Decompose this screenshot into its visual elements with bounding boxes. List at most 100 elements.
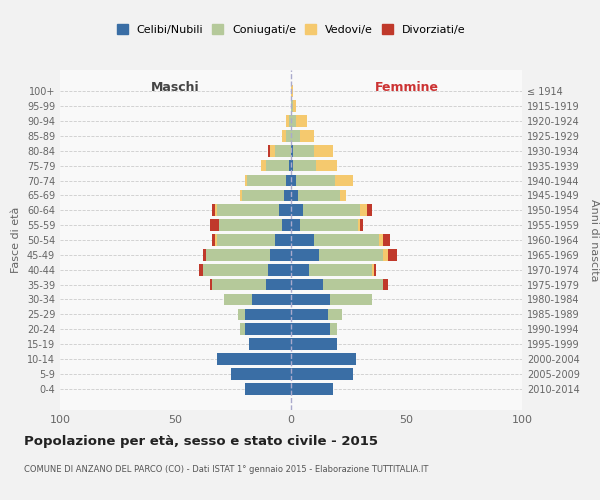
Bar bbox=[261, 160, 266, 172]
Bar bbox=[291, 100, 293, 112]
Bar bbox=[250, 338, 291, 350]
Bar bbox=[215, 234, 217, 246]
Bar bbox=[217, 204, 280, 216]
Bar bbox=[199, 264, 203, 276]
Bar bbox=[270, 145, 275, 156]
Bar bbox=[291, 338, 337, 350]
Bar bbox=[280, 204, 291, 216]
Bar bbox=[245, 308, 291, 320]
Bar bbox=[289, 160, 291, 172]
Text: COMUNE DI ANZANO DEL PARCO (CO) - Dati ISTAT 1° gennaio 2015 - Elaborazione TUTT: COMUNE DI ANZANO DEL PARCO (CO) - Dati I… bbox=[24, 465, 428, 474]
Bar bbox=[266, 279, 291, 290]
Bar bbox=[282, 220, 291, 231]
Bar bbox=[291, 368, 353, 380]
Bar bbox=[310, 264, 372, 276]
Bar bbox=[212, 234, 215, 246]
Bar bbox=[240, 324, 245, 335]
Bar bbox=[206, 249, 270, 260]
Bar bbox=[240, 190, 242, 201]
Bar bbox=[210, 220, 220, 231]
Bar bbox=[360, 204, 367, 216]
Bar bbox=[268, 145, 270, 156]
Text: Femmine: Femmine bbox=[374, 81, 439, 94]
Bar bbox=[245, 383, 291, 394]
Bar bbox=[383, 234, 391, 246]
Bar bbox=[323, 279, 383, 290]
Bar bbox=[238, 308, 245, 320]
Bar bbox=[291, 353, 356, 365]
Bar bbox=[314, 145, 332, 156]
Bar bbox=[372, 264, 374, 276]
Bar bbox=[293, 100, 296, 112]
Bar bbox=[212, 279, 266, 290]
Bar bbox=[212, 204, 215, 216]
Bar bbox=[291, 115, 296, 127]
Text: Popolazione per età, sesso e stato civile - 2015: Popolazione per età, sesso e stato civil… bbox=[24, 435, 378, 448]
Bar bbox=[383, 279, 388, 290]
Bar bbox=[286, 130, 291, 141]
Bar bbox=[291, 383, 332, 394]
Bar bbox=[275, 145, 291, 156]
Bar bbox=[286, 174, 291, 186]
Bar bbox=[282, 130, 286, 141]
Bar bbox=[210, 279, 212, 290]
Bar bbox=[314, 234, 379, 246]
Bar bbox=[330, 294, 372, 306]
Bar bbox=[217, 234, 275, 246]
Bar bbox=[284, 190, 291, 201]
Text: Maschi: Maschi bbox=[151, 81, 200, 94]
Bar bbox=[291, 130, 300, 141]
Y-axis label: Fasce di età: Fasce di età bbox=[11, 207, 21, 273]
Legend: Celibi/Nubili, Coniugati/e, Vedovi/e, Divorziati/e: Celibi/Nubili, Coniugati/e, Vedovi/e, Di… bbox=[113, 21, 469, 38]
Bar bbox=[296, 174, 335, 186]
Bar bbox=[291, 160, 293, 172]
Bar bbox=[300, 220, 358, 231]
Bar bbox=[291, 174, 296, 186]
Bar bbox=[379, 234, 383, 246]
Bar bbox=[330, 324, 337, 335]
Y-axis label: Anni di nascita: Anni di nascita bbox=[589, 198, 599, 281]
Bar bbox=[291, 264, 310, 276]
Bar bbox=[300, 130, 314, 141]
Bar bbox=[298, 190, 340, 201]
Bar bbox=[293, 145, 314, 156]
Bar bbox=[296, 115, 307, 127]
Bar bbox=[252, 294, 291, 306]
Bar bbox=[335, 174, 353, 186]
Bar bbox=[340, 190, 346, 201]
Bar bbox=[220, 220, 282, 231]
Bar bbox=[268, 264, 291, 276]
Bar bbox=[302, 204, 360, 216]
Bar bbox=[203, 264, 268, 276]
Bar bbox=[316, 160, 337, 172]
Bar bbox=[224, 294, 252, 306]
Bar bbox=[291, 204, 302, 216]
Bar bbox=[319, 249, 383, 260]
Bar bbox=[291, 220, 300, 231]
Bar bbox=[291, 86, 293, 97]
Bar bbox=[247, 174, 286, 186]
Bar bbox=[245, 174, 247, 186]
Bar bbox=[266, 160, 289, 172]
Bar bbox=[360, 220, 362, 231]
Bar bbox=[374, 264, 376, 276]
Bar bbox=[242, 190, 284, 201]
Bar bbox=[358, 220, 360, 231]
Bar bbox=[328, 308, 342, 320]
Bar bbox=[217, 353, 291, 365]
Bar bbox=[275, 234, 291, 246]
Bar bbox=[291, 294, 330, 306]
Bar bbox=[286, 115, 289, 127]
Bar bbox=[203, 249, 206, 260]
Bar bbox=[245, 324, 291, 335]
Bar bbox=[215, 204, 217, 216]
Bar bbox=[291, 324, 330, 335]
Bar bbox=[293, 160, 316, 172]
Bar bbox=[291, 308, 328, 320]
Bar bbox=[367, 204, 372, 216]
Bar bbox=[291, 190, 298, 201]
Bar bbox=[231, 368, 291, 380]
Bar bbox=[291, 234, 314, 246]
Bar bbox=[291, 249, 319, 260]
Bar bbox=[388, 249, 397, 260]
